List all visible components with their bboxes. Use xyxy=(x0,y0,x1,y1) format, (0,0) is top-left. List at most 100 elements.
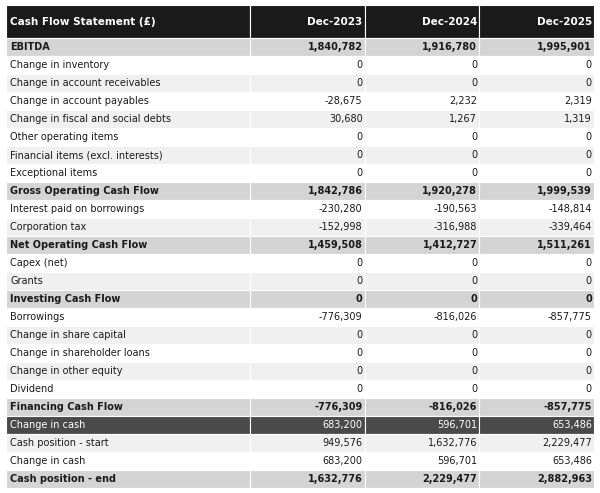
Text: -857,775: -857,775 xyxy=(544,402,592,412)
Text: -316,988: -316,988 xyxy=(434,222,477,232)
Text: 0: 0 xyxy=(356,384,362,394)
Bar xyxy=(6,470,250,488)
Text: -148,814: -148,814 xyxy=(548,204,592,214)
Bar xyxy=(479,110,594,128)
Bar xyxy=(365,128,479,146)
Text: 683,200: 683,200 xyxy=(323,456,362,466)
Bar xyxy=(250,74,365,92)
Bar xyxy=(365,326,479,344)
Text: Corporation tax: Corporation tax xyxy=(10,222,86,232)
Text: 30,680: 30,680 xyxy=(329,114,362,124)
Text: Gross Operating Cash Flow: Gross Operating Cash Flow xyxy=(10,186,159,196)
Text: 0: 0 xyxy=(586,348,592,358)
Bar xyxy=(479,56,594,74)
Text: 683,200: 683,200 xyxy=(323,420,362,430)
Text: 1,511,261: 1,511,261 xyxy=(537,240,592,250)
Text: Financial items (excl. interests): Financial items (excl. interests) xyxy=(10,150,163,160)
Bar xyxy=(365,380,479,398)
Bar xyxy=(250,254,365,272)
Text: 1,412,727: 1,412,727 xyxy=(422,240,477,250)
Text: 0: 0 xyxy=(470,294,477,304)
Bar xyxy=(365,398,479,416)
Text: 0: 0 xyxy=(356,276,362,286)
Bar xyxy=(479,308,594,326)
Text: 1,916,780: 1,916,780 xyxy=(422,42,477,52)
Bar xyxy=(250,380,365,398)
Text: -816,026: -816,026 xyxy=(429,402,477,412)
Text: Change in share capital: Change in share capital xyxy=(10,330,126,340)
Text: Change in shareholder loans: Change in shareholder loans xyxy=(10,348,150,358)
Text: Change in cash: Change in cash xyxy=(10,456,86,466)
Bar xyxy=(250,92,365,110)
Bar xyxy=(6,380,250,398)
Bar xyxy=(479,218,594,236)
Text: 0: 0 xyxy=(471,61,477,70)
Text: 0: 0 xyxy=(356,294,362,304)
Text: 1,995,901: 1,995,901 xyxy=(537,42,592,52)
Text: 0: 0 xyxy=(356,348,362,358)
Text: 1,632,776: 1,632,776 xyxy=(428,438,477,448)
Text: 0: 0 xyxy=(471,78,477,88)
Text: 949,576: 949,576 xyxy=(322,438,362,448)
Text: Dividend: Dividend xyxy=(10,384,54,394)
Bar xyxy=(365,254,479,272)
Bar xyxy=(6,38,250,56)
Bar xyxy=(365,362,479,380)
Bar xyxy=(250,146,365,164)
Bar xyxy=(6,110,250,128)
Bar xyxy=(479,92,594,110)
Text: -339,464: -339,464 xyxy=(548,222,592,232)
Text: 0: 0 xyxy=(586,78,592,88)
Text: EBITDA: EBITDA xyxy=(10,42,50,52)
Text: 0: 0 xyxy=(471,150,477,160)
Bar xyxy=(250,434,365,452)
Bar xyxy=(6,92,250,110)
Text: Interest paid on borrowings: Interest paid on borrowings xyxy=(10,204,145,214)
Text: 0: 0 xyxy=(471,384,477,394)
Bar xyxy=(250,200,365,218)
Bar xyxy=(250,344,365,362)
Bar xyxy=(6,434,250,452)
Text: 0: 0 xyxy=(585,294,592,304)
Text: Borrowings: Borrowings xyxy=(10,312,65,322)
Text: Change in cash: Change in cash xyxy=(10,420,86,430)
Text: 0: 0 xyxy=(586,366,592,376)
Bar xyxy=(250,272,365,290)
Bar xyxy=(6,416,250,434)
Text: 1,319: 1,319 xyxy=(565,114,592,124)
Text: Dec-2023: Dec-2023 xyxy=(307,17,362,27)
Bar xyxy=(365,110,479,128)
Bar xyxy=(6,182,250,200)
Text: Cash Flow Statement (£): Cash Flow Statement (£) xyxy=(10,17,156,27)
Text: 0: 0 xyxy=(471,330,477,340)
Text: 0: 0 xyxy=(586,258,592,268)
Text: 0: 0 xyxy=(356,78,362,88)
Bar xyxy=(250,218,365,236)
Bar xyxy=(479,146,594,164)
Text: Net Operating Cash Flow: Net Operating Cash Flow xyxy=(10,240,148,250)
Text: -28,675: -28,675 xyxy=(325,97,362,106)
Text: Dec-2025: Dec-2025 xyxy=(536,17,592,27)
Text: 2,319: 2,319 xyxy=(564,97,592,106)
Bar xyxy=(250,5,365,38)
Text: 1,999,539: 1,999,539 xyxy=(537,186,592,196)
Bar xyxy=(365,470,479,488)
Bar xyxy=(365,434,479,452)
Bar xyxy=(250,128,365,146)
Text: Other operating items: Other operating items xyxy=(10,132,119,142)
Text: Change in account receivables: Change in account receivables xyxy=(10,78,161,88)
Text: -816,026: -816,026 xyxy=(434,312,477,322)
Bar xyxy=(365,272,479,290)
Bar xyxy=(365,92,479,110)
Bar xyxy=(6,236,250,254)
Text: Exceptional items: Exceptional items xyxy=(10,168,98,178)
Text: 653,486: 653,486 xyxy=(552,456,592,466)
Bar xyxy=(6,56,250,74)
Text: Capex (net): Capex (net) xyxy=(10,258,68,268)
Bar xyxy=(250,56,365,74)
Bar xyxy=(479,470,594,488)
Bar xyxy=(479,272,594,290)
Text: 0: 0 xyxy=(471,366,477,376)
Bar xyxy=(479,236,594,254)
Bar xyxy=(6,164,250,182)
